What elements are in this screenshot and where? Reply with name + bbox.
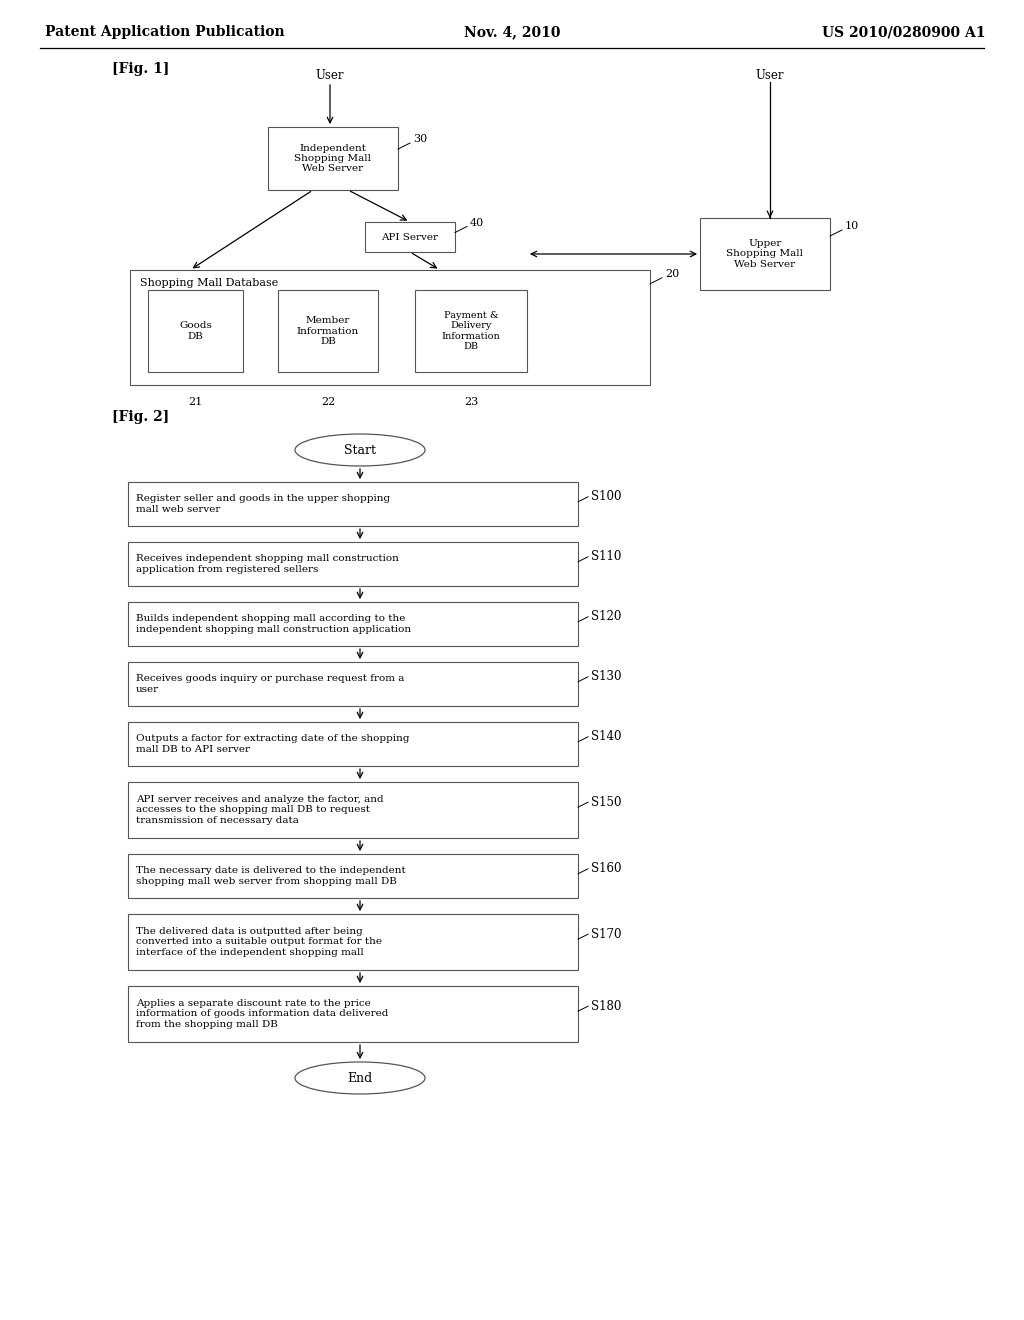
FancyBboxPatch shape xyxy=(365,222,455,252)
Text: 21: 21 xyxy=(188,397,203,407)
Text: S170: S170 xyxy=(591,928,622,941)
Text: Receives goods inquiry or purchase request from a
user: Receives goods inquiry or purchase reque… xyxy=(136,675,404,694)
FancyBboxPatch shape xyxy=(128,602,578,645)
Text: 22: 22 xyxy=(321,397,335,407)
FancyBboxPatch shape xyxy=(128,663,578,706)
FancyBboxPatch shape xyxy=(128,854,578,898)
FancyBboxPatch shape xyxy=(128,781,578,838)
Text: Register seller and goods in the upper shopping
mall web server: Register seller and goods in the upper s… xyxy=(136,494,390,513)
FancyBboxPatch shape xyxy=(130,271,650,385)
Text: Upper
Shopping Mall
Web Server: Upper Shopping Mall Web Server xyxy=(726,239,804,269)
Text: S120: S120 xyxy=(591,610,622,623)
Text: S180: S180 xyxy=(591,999,622,1012)
Text: Outputs a factor for extracting date of the shopping
mall DB to API server: Outputs a factor for extracting date of … xyxy=(136,734,410,754)
Text: Applies a separate discount rate to the price
information of goods information d: Applies a separate discount rate to the … xyxy=(136,999,388,1028)
FancyBboxPatch shape xyxy=(128,482,578,525)
Text: S160: S160 xyxy=(591,862,622,875)
Text: Receives independent shopping mall construction
application from registered sell: Receives independent shopping mall const… xyxy=(136,554,399,574)
Text: Independent
Shopping Mall
Web Server: Independent Shopping Mall Web Server xyxy=(295,144,372,173)
Text: 10: 10 xyxy=(845,220,859,231)
Text: Shopping Mall Database: Shopping Mall Database xyxy=(140,279,279,288)
Text: S150: S150 xyxy=(591,796,622,809)
Text: 30: 30 xyxy=(413,135,427,144)
Text: The delivered data is outputted after being
converted into a suitable output for: The delivered data is outputted after be… xyxy=(136,927,382,957)
FancyBboxPatch shape xyxy=(128,722,578,766)
Text: US 2010/0280900 A1: US 2010/0280900 A1 xyxy=(821,25,985,40)
FancyBboxPatch shape xyxy=(700,218,830,290)
Ellipse shape xyxy=(295,1063,425,1094)
Text: S130: S130 xyxy=(591,671,622,684)
Text: Payment &
Delivery
Information
DB: Payment & Delivery Information DB xyxy=(441,312,501,351)
Text: S140: S140 xyxy=(591,730,622,743)
Text: [Fig. 1]: [Fig. 1] xyxy=(112,62,169,77)
Text: Member
Information
DB: Member Information DB xyxy=(297,315,359,346)
FancyBboxPatch shape xyxy=(415,290,527,372)
Text: Start: Start xyxy=(344,444,376,457)
FancyBboxPatch shape xyxy=(128,543,578,586)
Text: User: User xyxy=(315,69,344,82)
Text: Goods
DB: Goods DB xyxy=(179,321,212,341)
FancyBboxPatch shape xyxy=(278,290,378,372)
Text: Nov. 4, 2010: Nov. 4, 2010 xyxy=(464,25,560,40)
Text: S110: S110 xyxy=(591,550,622,564)
Text: 23: 23 xyxy=(464,397,478,407)
Text: S100: S100 xyxy=(591,490,622,503)
Text: The necessary date is delivered to the independent
shopping mall web server from: The necessary date is delivered to the i… xyxy=(136,866,406,886)
Text: End: End xyxy=(347,1072,373,1085)
FancyBboxPatch shape xyxy=(268,127,398,190)
Text: 20: 20 xyxy=(665,269,679,279)
Text: API server receives and analyze the factor, and
accesses to the shopping mall DB: API server receives and analyze the fact… xyxy=(136,795,384,825)
Text: API Server: API Server xyxy=(382,232,438,242)
Text: [Fig. 2]: [Fig. 2] xyxy=(112,411,169,424)
FancyBboxPatch shape xyxy=(128,913,578,970)
FancyBboxPatch shape xyxy=(148,290,243,372)
Ellipse shape xyxy=(295,434,425,466)
Text: User: User xyxy=(756,69,784,82)
FancyBboxPatch shape xyxy=(128,986,578,1041)
Text: Builds independent shopping mall according to the
independent shopping mall cons: Builds independent shopping mall accordi… xyxy=(136,614,411,634)
Text: 40: 40 xyxy=(470,218,484,227)
Text: Patent Application Publication: Patent Application Publication xyxy=(45,25,285,40)
